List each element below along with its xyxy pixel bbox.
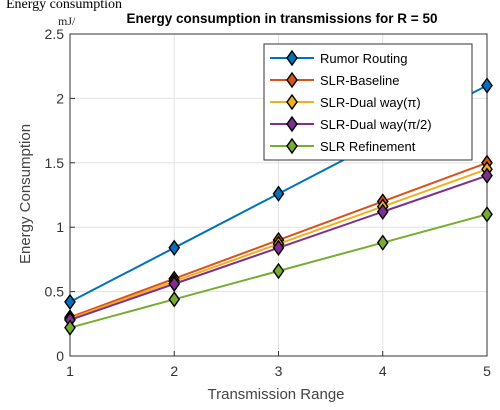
data-point-marker [168,275,181,293]
x-tick-label: 2 [170,363,178,379]
series-group [64,77,493,336]
y-tick-label: 2.5 [45,26,65,42]
legend-swatch-marker [286,71,298,89]
x-tick-label: 5 [483,363,491,379]
data-point-marker [272,185,285,202]
data-point-marker [272,239,285,257]
data-point-marker [376,234,389,251]
x-tick-label: 4 [379,363,387,379]
legend-label: Rumor Routing [320,51,407,66]
legend-swatch-marker [286,93,298,111]
y-tick-label: 1.5 [45,155,65,171]
caption-fragment: Energy consumption [6,0,123,12]
legend-label: SLR-Dual way(π/2) [320,117,432,132]
axes: 0 0.5 1 1.5 2 2.5 1 2 3 4 5 [45,26,492,379]
y-tick-label: 0.5 [45,284,65,300]
legend-label: SLR-Baseline [320,73,400,88]
data-point-marker [481,167,493,184]
x-tick-label: 1 [66,363,74,379]
y-tick-label: 0 [56,348,64,364]
data-point-marker [168,239,181,257]
legend-label: SLR-Dual way(π) [320,95,421,110]
chart-title: Energy consumption in transmissions for … [127,11,438,26]
legend-label: SLR Refinement [320,139,416,154]
data-point-marker [168,291,181,308]
axes-box [69,33,488,357]
legend: Rumor Routing SLR-Baseline SLR-Dual way(π)… [263,43,473,161]
x-tick-label: 3 [275,363,283,379]
y-tick-label: 1 [56,219,64,235]
legend-swatch-marker [286,115,298,133]
legend-swatch-marker [286,137,298,155]
unit-fragment: mJ/ [58,14,76,28]
legend-swatch-marker [286,49,298,67]
data-point-marker [481,77,493,94]
data-point-marker [64,319,76,336]
data-point-marker [481,206,493,223]
data-point-marker [376,203,389,220]
x-axis-label: Transmission Range [208,386,345,403]
data-point-marker [64,293,76,311]
data-point-marker [272,262,285,280]
y-tick-label: 2 [56,90,64,106]
y-axis-label: Energy Consumption [17,124,34,264]
